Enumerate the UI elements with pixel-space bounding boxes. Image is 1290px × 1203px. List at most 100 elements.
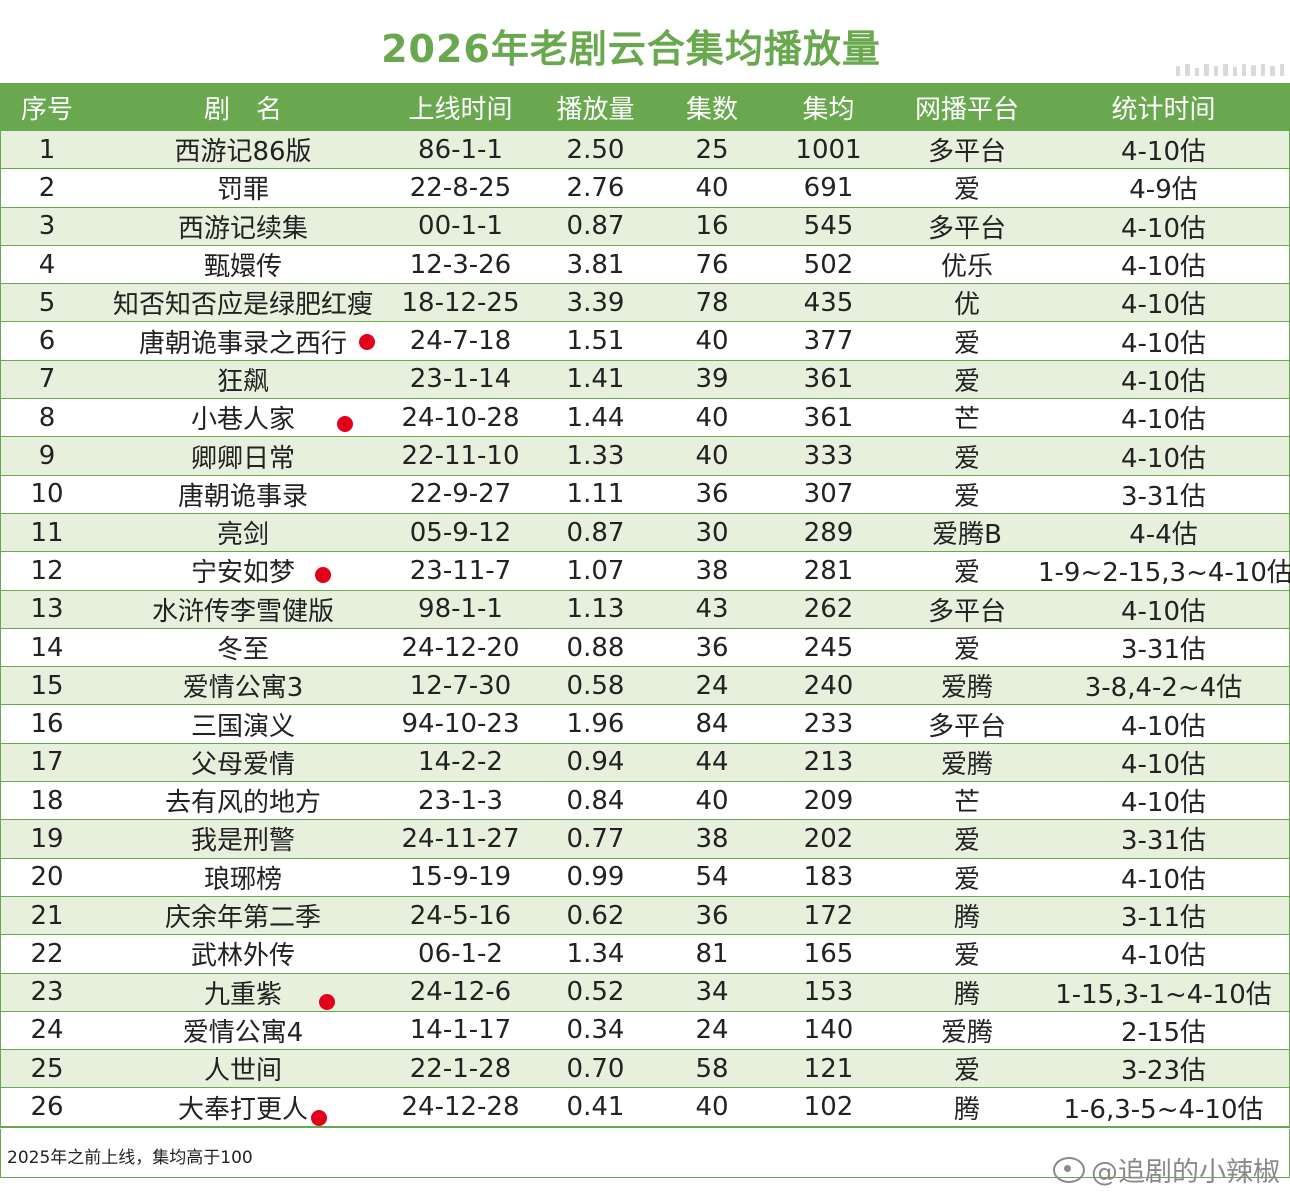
cell-drama-name: 大奉打更人: [93, 1087, 393, 1127]
cell-stat-time: 4-10估: [1038, 207, 1289, 246]
cell-episodes: 78: [663, 283, 761, 323]
table-row: 2 罚罪 22-8-25 2.76 40 691 爱 4-9估: [1, 168, 1289, 208]
cell-play-count: 2.76: [528, 168, 663, 208]
cell-episodes: 39: [663, 360, 761, 400]
cell-play-count: 0.87: [528, 513, 663, 553]
footnote: 2025年之前上线，集均高于100: [7, 1148, 253, 1168]
cell-play-count: 0.77: [528, 819, 663, 859]
cell-drama-name: 卿卿日常: [93, 436, 393, 476]
cell-drama-name: 甄嬛传: [93, 245, 393, 285]
cell-release-date: 24-12-20: [393, 628, 528, 668]
cell-release-date: 14-1-17: [393, 1011, 528, 1051]
header-platform: 网播平台: [896, 83, 1038, 131]
header-episodes: 集数: [663, 83, 761, 131]
cell-release-date: 86-1-1: [393, 131, 528, 170]
header-stat-time: 统计时间: [1038, 83, 1289, 131]
cell-episodes: 24: [663, 1011, 761, 1051]
cell-platform: 优: [896, 283, 1038, 323]
cell-stat-time: 3-11估: [1038, 896, 1289, 936]
table-row: 9 卿卿日常 22-11-10 1.33 40 333 爱 4-10估: [1, 436, 1289, 476]
table-row: 26 大奉打更人 24-12-28 0.41 40 102 腾 1-6,3-5~4-10估: [1, 1087, 1289, 1127]
cell-episodes: 58: [663, 1049, 761, 1089]
cell-episodes: 25: [663, 131, 761, 170]
cell-play-count: 0.84: [528, 781, 663, 821]
cell-stat-time: 4-10估: [1038, 131, 1289, 170]
cell-avg-per-episode: 240: [761, 666, 896, 706]
table-row: 15 爱情公寓3 12-7-30 0.58 24 240 爱腾 3-8,4-2~4估: [1, 666, 1289, 706]
cell-stat-time: 4-10估: [1038, 360, 1289, 400]
cell-platform: 芒: [896, 781, 1038, 821]
cell-episodes: 36: [663, 475, 761, 514]
cell-stat-time: 3-8,4-2~4估: [1038, 666, 1289, 706]
cell-episodes: 40: [663, 781, 761, 821]
cell-platform: 爱腾B: [896, 513, 1038, 553]
cell-platform: 爱腾: [896, 1011, 1038, 1051]
cell-avg-per-episode: 183: [761, 858, 896, 897]
cell-episodes: 84: [663, 704, 761, 744]
table-row: 23 九重紫 24-12-6 0.52 34 153 腾 1-15,3-1~4-10估: [1, 973, 1289, 1012]
cell-drama-name: 武林外传: [93, 934, 393, 974]
cell-platform: 爱: [896, 475, 1038, 514]
table-row: 21 庆余年第二季 24-5-16 0.62 36 172 腾 3-11估: [1, 896, 1289, 936]
cell-play-count: 1.33: [528, 436, 663, 476]
cell-drama-name: 西游记86版: [93, 131, 393, 170]
cell-play-count: 1.44: [528, 398, 663, 438]
cell-release-date: 24-10-28: [393, 398, 528, 438]
cell-avg-per-episode: 121: [761, 1049, 896, 1089]
cell-index: 4: [1, 245, 93, 285]
cell-index: 8: [1, 398, 93, 438]
red-dot-marker: [337, 416, 353, 433]
cell-platform: 爱腾: [896, 743, 1038, 783]
table-row: 16 三国演义 94-10-23 1.96 84 233 多平台 4-10估: [1, 704, 1289, 744]
table-row: 10 唐朝诡事录 22-9-27 1.11 36 307 爱 3-31估: [1, 475, 1289, 514]
cell-play-count: 1.34: [528, 934, 663, 974]
cell-release-date: 94-10-23: [393, 704, 528, 744]
red-dot-marker: [311, 1110, 327, 1127]
cell-index: 22: [1, 934, 93, 974]
cell-index: 11: [1, 513, 93, 553]
cell-play-count: 0.52: [528, 973, 663, 1012]
table-row: 1 西游记86版 86-1-1 2.50 25 1001 多平台 4-10估: [1, 131, 1289, 170]
table-row: 5 知否知否应是绿肥红瘦 18-12-25 3.39 78 435 优 4-10估: [1, 283, 1289, 323]
cell-stat-time: 4-10估: [1038, 398, 1289, 438]
cell-avg-per-episode: 307: [761, 475, 896, 514]
header-avg-per-episode: 集均: [761, 83, 896, 131]
watermark-text: @追剧的小辣椒: [1091, 1157, 1280, 1188]
cell-release-date: 14-2-2: [393, 743, 528, 783]
cell-index: 24: [1, 1011, 93, 1051]
cell-play-count: 3.39: [528, 283, 663, 323]
cell-platform: 爱: [896, 858, 1038, 897]
cell-avg-per-episode: 140: [761, 1011, 896, 1051]
cell-episodes: 40: [663, 168, 761, 208]
cell-play-count: 0.58: [528, 666, 663, 706]
table-row: 6 唐朝诡事录之西行 24-7-18 1.51 40 377 爱 4-10估: [1, 321, 1289, 361]
cell-drama-name: 去有风的地方: [93, 781, 393, 821]
watermark: @追剧的小辣椒: [1053, 1150, 1280, 1189]
cell-release-date: 06-1-2: [393, 934, 528, 974]
cell-avg-per-episode: 209: [761, 781, 896, 821]
cell-stat-time: 4-10估: [1038, 858, 1289, 897]
cell-play-count: 0.99: [528, 858, 663, 897]
cell-stat-time: 4-10估: [1038, 245, 1289, 285]
cell-release-date: 05-9-12: [393, 513, 528, 553]
cell-drama-name: 狂飙: [93, 360, 393, 400]
cell-avg-per-episode: 361: [761, 398, 896, 438]
cell-play-count: 1.07: [528, 551, 663, 591]
cell-index: 13: [1, 590, 93, 629]
cell-platform: 腾: [896, 1087, 1038, 1127]
cell-index: 1: [1, 131, 93, 170]
cell-avg-per-episode: 102: [761, 1087, 896, 1127]
cell-stat-time: 4-9估: [1038, 168, 1289, 208]
cell-platform: 爱: [896, 1049, 1038, 1089]
cell-release-date: 24-12-28: [393, 1087, 528, 1127]
cell-avg-per-episode: 281: [761, 551, 896, 591]
cell-avg-per-episode: 262: [761, 590, 896, 629]
cell-platform: 爱腾: [896, 666, 1038, 706]
table-row: 25 人世间 22-1-28 0.70 58 121 爱 3-23估: [1, 1049, 1289, 1089]
cell-index: 3: [1, 207, 93, 246]
cell-drama-name: 唐朝诡事录: [93, 475, 393, 514]
cell-index: 23: [1, 973, 93, 1012]
cell-release-date: 23-11-7: [393, 551, 528, 591]
ranking-table-container: 序号 剧 名 上线时间 播放量 集数 集均 网播平台 统计时间 1 西游记86版 8…: [0, 83, 1290, 1128]
cell-platform: 多平台: [896, 704, 1038, 744]
